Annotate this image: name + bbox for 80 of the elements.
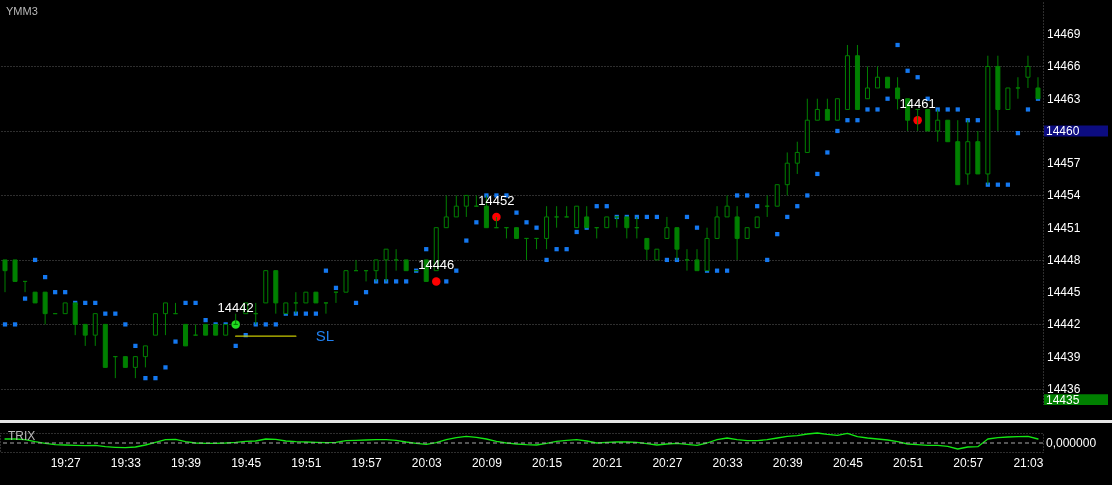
candlestick (162, 302, 168, 336)
candlestick (132, 356, 138, 379)
x-tick-label: 21:03 (1013, 455, 1044, 470)
x-tick-label: 20:33 (712, 455, 743, 470)
candlestick (323, 302, 329, 315)
candlestick (42, 291, 48, 325)
y-tick-label: 14442 (1047, 317, 1081, 332)
x-tick-label: 20:27 (652, 455, 683, 470)
candlestick (12, 259, 18, 282)
candlestick (453, 194, 459, 218)
candlestick (664, 216, 670, 239)
y-tick-label: 14466 (1047, 59, 1081, 74)
x-tick-label: 20:39 (772, 455, 804, 470)
x-tick-label: 19:27 (50, 455, 82, 470)
candlestick (564, 205, 570, 218)
candlestick (865, 65, 870, 100)
candlestick (463, 194, 469, 218)
chart-title: YMM3 (6, 5, 38, 17)
x-tick-label: 20:09 (471, 455, 503, 470)
data-label: 14461 (899, 96, 936, 112)
ref-line-label: 14460 (1046, 123, 1080, 138)
candlestick (2, 259, 8, 293)
x-tick-label: 20:57 (953, 455, 984, 470)
candlestick (644, 237, 650, 261)
x-tick-label: 20:51 (893, 455, 924, 470)
candlestick (142, 345, 148, 368)
candlestick (734, 205, 740, 261)
candlestick (925, 108, 931, 132)
candlestick (784, 151, 790, 196)
x-tick-label: 20:03 (411, 455, 443, 470)
candlestick (875, 65, 881, 89)
y-tick-label: 14445 (1047, 285, 1081, 300)
candlestick (684, 248, 690, 272)
candlestick (193, 323, 199, 336)
candlestick (183, 323, 189, 347)
candlestick (152, 313, 158, 336)
y-tick-label: 14448 (1047, 252, 1081, 267)
data-label: 14446 (418, 257, 455, 273)
data-label: 14442 (217, 300, 254, 316)
x-tick-label: 20:15 (532, 455, 563, 470)
candlestick (724, 194, 730, 218)
candlestick (82, 323, 88, 347)
x-tick-label: 19:45 (231, 455, 262, 470)
candlestick (343, 270, 349, 293)
point (432, 277, 441, 286)
x-tick-label: 19:39 (171, 455, 202, 470)
candlestick (554, 205, 560, 229)
candlestick (774, 184, 780, 207)
y-tick-label: 14454 (1047, 188, 1081, 203)
x-tick-label: 20:45 (832, 455, 864, 470)
candlestick (814, 98, 820, 121)
candlestick (1005, 87, 1011, 110)
candlestick (443, 194, 449, 229)
candlestick (794, 141, 800, 175)
candlestick (544, 205, 550, 250)
candlestick (824, 98, 830, 121)
candlestick (935, 108, 941, 143)
candlestick (895, 76, 901, 110)
y-tick-label: 14469 (1047, 27, 1081, 42)
candlestick (834, 98, 840, 121)
x-tick-label: 19:51 (291, 455, 322, 470)
data-label: 14452 (478, 192, 515, 208)
x-tick-label: 19:57 (351, 455, 382, 470)
candlestick (694, 248, 700, 272)
y-tick-label: 14457 (1047, 156, 1081, 171)
candlestick (714, 205, 720, 239)
x-tick-label: 19:33 (110, 455, 142, 470)
candlestick (574, 205, 580, 229)
candlestick (1015, 76, 1021, 100)
ref-line-label: 0,000000 (1046, 436, 1097, 450)
y-tick-label: 14451 (1047, 220, 1081, 235)
candlestick (945, 119, 951, 143)
y-tick-label: 14463 (1047, 91, 1081, 106)
candlestick (92, 313, 98, 347)
candlestick (393, 248, 399, 272)
point (492, 212, 501, 222)
x-tick-label: 20:21 (592, 455, 623, 470)
candlestick (1025, 55, 1031, 89)
series-label: SL (315, 327, 335, 345)
y-tick-label: 14439 (1047, 349, 1081, 364)
